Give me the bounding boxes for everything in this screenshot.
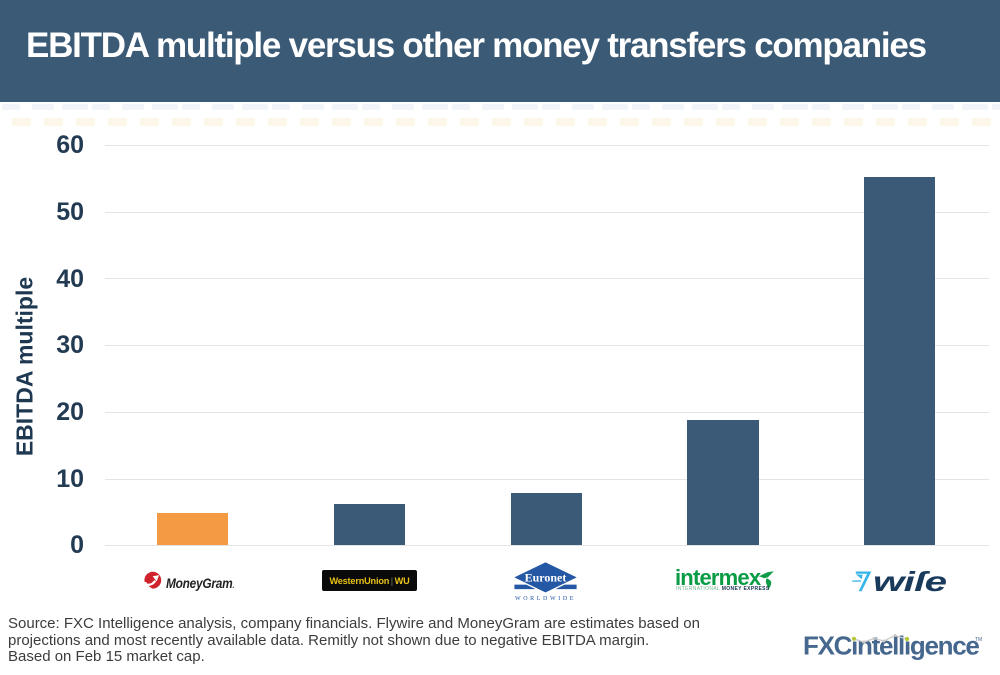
svg-text:Euronet: Euronet bbox=[525, 571, 567, 585]
svg-text:TM: TM bbox=[975, 637, 982, 643]
svg-text:WORLDWIDE: WORLDWIDE bbox=[515, 596, 576, 602]
svg-text:FXCintelligence: FXCintelligence bbox=[803, 631, 979, 661]
